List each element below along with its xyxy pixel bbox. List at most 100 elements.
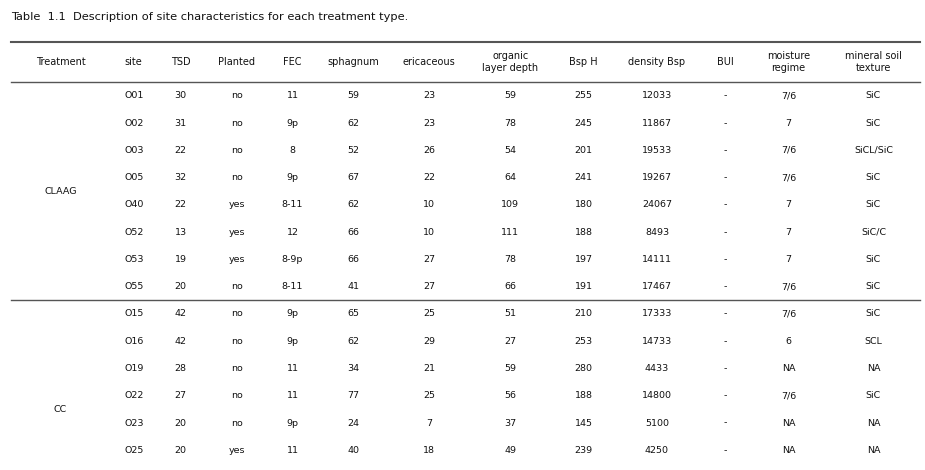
Text: -: -	[724, 255, 727, 264]
Text: 7/6: 7/6	[781, 146, 796, 155]
Text: 8493: 8493	[645, 227, 669, 237]
Text: O40: O40	[124, 200, 143, 210]
Text: SiC: SiC	[866, 309, 882, 319]
Text: 8-11: 8-11	[282, 200, 303, 210]
Text: 4433: 4433	[645, 364, 669, 373]
Text: no: no	[230, 146, 242, 155]
Text: 78: 78	[504, 118, 516, 128]
Text: 65: 65	[347, 309, 359, 319]
Text: 9p: 9p	[287, 118, 299, 128]
Text: 77: 77	[347, 391, 359, 400]
Text: 42: 42	[175, 309, 187, 319]
Text: 66: 66	[347, 227, 359, 237]
Text: 62: 62	[347, 200, 359, 210]
Text: 17467: 17467	[642, 282, 672, 291]
Text: 253: 253	[574, 337, 593, 346]
Text: 255: 255	[574, 91, 593, 101]
Text: 49: 49	[504, 446, 516, 455]
Text: 4250: 4250	[645, 446, 669, 455]
Text: 9p: 9p	[287, 309, 299, 319]
Text: no: no	[230, 391, 242, 400]
Text: 37: 37	[504, 418, 516, 428]
Text: 30: 30	[175, 91, 187, 101]
Text: 245: 245	[574, 118, 593, 128]
Text: no: no	[230, 418, 242, 428]
Text: 12033: 12033	[642, 91, 672, 101]
Text: 241: 241	[574, 173, 593, 182]
Text: 20: 20	[175, 446, 187, 455]
Text: 22: 22	[175, 200, 187, 210]
Text: 11867: 11867	[642, 118, 672, 128]
Text: 19: 19	[175, 255, 187, 264]
Text: Planted: Planted	[218, 57, 255, 67]
Text: 20: 20	[175, 418, 187, 428]
Text: sphagnum: sphagnum	[327, 57, 379, 67]
Text: O52: O52	[124, 227, 143, 237]
Text: 28: 28	[175, 364, 187, 373]
Text: 59: 59	[504, 91, 516, 101]
Text: SiC: SiC	[866, 391, 882, 400]
Text: O05: O05	[124, 173, 143, 182]
Text: no: no	[230, 118, 242, 128]
Text: Table  1.1  Description of site characteristics for each treatment type.: Table 1.1 Description of site characteri…	[11, 12, 408, 22]
Text: O22: O22	[124, 391, 143, 400]
Text: 17333: 17333	[642, 309, 672, 319]
Text: 67: 67	[347, 173, 359, 182]
Text: 32: 32	[175, 173, 187, 182]
Text: 7/6: 7/6	[781, 309, 796, 319]
Text: 7/6: 7/6	[781, 91, 796, 101]
Text: 19533: 19533	[642, 146, 672, 155]
Text: O23: O23	[124, 418, 143, 428]
Text: 280: 280	[574, 364, 593, 373]
Text: 7: 7	[785, 200, 792, 210]
Text: 7/6: 7/6	[781, 173, 796, 182]
Text: 18: 18	[423, 446, 435, 455]
Text: NA: NA	[782, 446, 796, 455]
Text: 13: 13	[175, 227, 187, 237]
Text: no: no	[230, 337, 242, 346]
Text: O55: O55	[124, 282, 143, 291]
Text: -: -	[724, 418, 727, 428]
Text: 11: 11	[287, 364, 299, 373]
Text: 9p: 9p	[287, 173, 299, 182]
Text: 21: 21	[423, 364, 435, 373]
Text: O53: O53	[124, 255, 143, 264]
Text: SiC: SiC	[866, 255, 882, 264]
Text: ericaceous: ericaceous	[402, 57, 455, 67]
Text: 180: 180	[574, 200, 593, 210]
Text: no: no	[230, 91, 242, 101]
Text: yes: yes	[228, 255, 245, 264]
Text: CC: CC	[54, 405, 67, 414]
Text: -: -	[724, 282, 727, 291]
Text: 62: 62	[347, 337, 359, 346]
Text: -: -	[724, 91, 727, 101]
Text: 11: 11	[287, 391, 299, 400]
Text: NA: NA	[782, 364, 796, 373]
Text: NA: NA	[867, 446, 881, 455]
Text: 27: 27	[423, 255, 435, 264]
Text: 24: 24	[347, 418, 359, 428]
Text: 64: 64	[504, 173, 516, 182]
Text: 41: 41	[347, 282, 359, 291]
Text: 25: 25	[423, 309, 435, 319]
Text: 210: 210	[574, 309, 593, 319]
Text: 10: 10	[423, 227, 435, 237]
Text: SiC: SiC	[866, 282, 882, 291]
Text: 31: 31	[175, 118, 187, 128]
Text: 9p: 9p	[287, 337, 299, 346]
Text: 8-11: 8-11	[282, 282, 303, 291]
Text: 191: 191	[574, 282, 593, 291]
Text: NA: NA	[867, 418, 881, 428]
Text: O03: O03	[124, 146, 143, 155]
Text: 188: 188	[574, 391, 593, 400]
Text: 27: 27	[175, 391, 187, 400]
Text: 59: 59	[504, 364, 516, 373]
Text: O16: O16	[124, 337, 143, 346]
Text: 7: 7	[785, 118, 792, 128]
Text: 8-9p: 8-9p	[282, 255, 303, 264]
Text: O19: O19	[124, 364, 143, 373]
Text: 188: 188	[574, 227, 593, 237]
Text: 5100: 5100	[645, 418, 669, 428]
Text: SiCL/SiC: SiCL/SiC	[854, 146, 893, 155]
Text: density Bsp: density Bsp	[628, 57, 685, 67]
